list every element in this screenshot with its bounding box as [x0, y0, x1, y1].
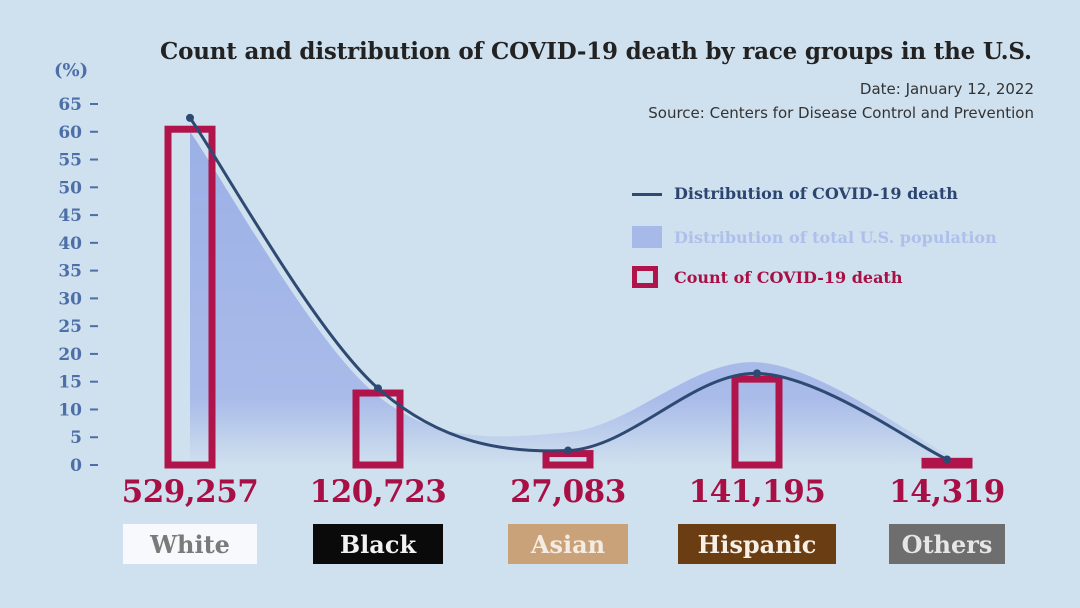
y-tick-label: 0	[70, 456, 82, 476]
y-tick-label: 25	[58, 317, 82, 337]
legend-line-swatch	[632, 193, 662, 196]
y-tick-label: 15	[58, 373, 82, 393]
category-label-asian: Asian	[508, 524, 628, 564]
legend-item-death-distribution: Distribution of COVID-19 death	[632, 184, 958, 203]
death-distribution-line	[188, 117, 948, 461]
count-label-black: 120,723	[309, 474, 447, 510]
chart-title: Count and distribution of COVID-19 death…	[160, 38, 1032, 65]
count-label-white: 529,257	[121, 474, 259, 510]
count-bar-hispanic	[731, 375, 783, 469]
chart-date: Date: January 12, 2022	[859, 80, 1034, 98]
legend-area-swatch	[632, 226, 662, 248]
y-tick-label: 55	[58, 151, 82, 171]
y-tick-label: 20	[58, 345, 82, 365]
y-tick-label: 65	[58, 95, 82, 115]
count-label-others: 14,319	[889, 474, 1005, 510]
category-label-black: Black	[313, 524, 443, 564]
death-distribution-point-hispanic	[753, 369, 761, 378]
count-label-hispanic: 141,195	[688, 474, 826, 510]
y-tick-label: 35	[58, 262, 82, 282]
death-distribution-point-white	[186, 113, 194, 122]
y-tick-label: 60	[58, 123, 82, 143]
category-label-hispanic: Hispanic	[678, 524, 836, 564]
legend-label: Distribution of COVID-19 death	[674, 184, 958, 203]
death-distribution-point-others	[943, 455, 951, 464]
y-tick-label: 40	[58, 234, 82, 254]
legend-label: Distribution of total U.S. population	[674, 227, 997, 247]
y-tick-label: 50	[58, 178, 82, 198]
legend-item-population-distribution: Distribution of total U.S. population	[632, 226, 997, 248]
legend-label: Count of COVID-19 death	[674, 267, 903, 287]
count-bar-white	[164, 125, 216, 469]
chart-source: Source: Centers for Disease Control and …	[648, 104, 1034, 122]
death-distribution-point-black	[374, 384, 382, 393]
y-tick-label: 5	[70, 428, 82, 448]
category-label-white: White	[123, 524, 257, 564]
y-tick-label: 45	[58, 206, 82, 226]
legend-box-swatch	[632, 266, 658, 288]
count-label-asian: 27,083	[510, 474, 626, 510]
count-bar-black	[352, 389, 404, 469]
category-label-others: Others	[889, 524, 1005, 564]
legend-item-death-count: Count of COVID-19 death	[632, 266, 902, 288]
death-distribution-point-asian	[564, 446, 572, 455]
y-tick-label: 30	[58, 289, 82, 309]
y-axis-label: (%)	[54, 60, 89, 81]
y-tick-label: 10	[58, 400, 82, 420]
